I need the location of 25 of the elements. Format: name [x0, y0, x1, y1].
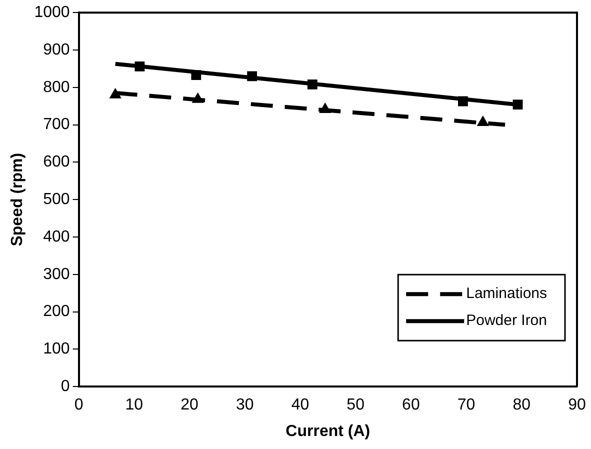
y-tick-label: 0	[60, 378, 70, 396]
x-tick-label: 70	[457, 396, 476, 414]
y-tick-label: 500	[43, 191, 70, 208]
x-tick-label: 20	[180, 396, 199, 414]
x-tick-label: 60	[402, 396, 420, 414]
y-tick-label: 700	[43, 116, 70, 134]
x-tick-label: 10	[125, 396, 144, 414]
x-tick-label: 80	[512, 396, 531, 414]
legend-label: Powder Iron	[466, 312, 547, 330]
y-tick-label: 200	[43, 303, 70, 320]
y-tick-label: 1000	[34, 4, 70, 22]
x-tick-label: 50	[346, 396, 365, 414]
x-tick-label: 30	[236, 396, 254, 414]
y-tick-label: 900	[43, 41, 70, 58]
y-tick-label: 100	[43, 340, 70, 358]
x-tick-label: 0	[74, 396, 84, 414]
y-tick-label: 400	[43, 228, 70, 246]
y-tick-label: 600	[43, 154, 70, 171]
y-axis-title: Speed (rpm)	[9, 152, 26, 246]
y-tick-label: 300	[43, 266, 70, 283]
x-axis-title: Current (A)	[286, 422, 370, 440]
legend-label: Laminations	[466, 285, 548, 302]
y-tick-label: 800	[43, 78, 70, 96]
x-tick-label: 90	[568, 396, 586, 414]
x-tick-label: 40	[291, 396, 310, 414]
